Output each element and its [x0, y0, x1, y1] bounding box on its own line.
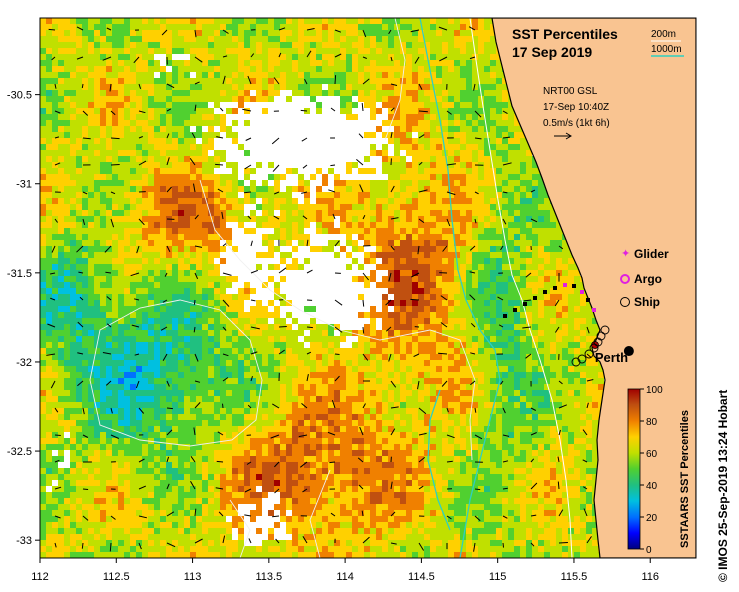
- scale-arrowhead-icon: [565, 132, 572, 140]
- obs-legend: ✦ Glider Argo Ship: [620, 247, 669, 309]
- x-tick-label: 114.5: [408, 571, 435, 583]
- x-tick-label: 116: [641, 571, 659, 583]
- colorbar-tick-label: 20: [646, 513, 658, 524]
- map-date: 17 Sep 2019: [512, 44, 592, 60]
- ship-track: [571, 325, 610, 367]
- credit-label: © IMOS 25-Sep-2019 13:24 Hobart: [716, 390, 730, 582]
- bathymetry-1000m: [419, 18, 501, 558]
- contour-200m-label: 200m: [651, 29, 676, 40]
- plot-area: [40, 18, 696, 558]
- x-tick-label: 113.5: [255, 571, 282, 583]
- current-source: NRT00 GSL: [543, 86, 598, 97]
- perth-marker: [623, 346, 634, 357]
- ship-circle-icon: [620, 297, 630, 307]
- y-tick-label: -30.5: [7, 90, 32, 102]
- current-scale: 0.5m/s (1kt 6h): [543, 118, 610, 129]
- plot-frame: [39, 17, 697, 559]
- colorbar-tick-label: 40: [646, 481, 658, 492]
- y-axis: -30.5 -31 -31.5 -32 -32.5 -33: [7, 90, 40, 547]
- y-tick-label: -32.5: [7, 446, 32, 458]
- bathymetry-deep: [89, 18, 476, 558]
- argo-legend-label: Argo: [634, 272, 662, 286]
- y-tick-label: -32: [16, 357, 32, 369]
- contour-1000m-label: 1000m: [651, 44, 682, 55]
- sst-field: [40, 18, 610, 558]
- x-axis: 112 112.5 113 113.5 114 114.5 115 115.5 116: [31, 558, 659, 583]
- x-tick-label: 115.5: [561, 571, 588, 583]
- map-title: SST Percentiles: [512, 26, 618, 42]
- y-tick-label: -33: [16, 535, 32, 547]
- argo-circle-icon: [620, 274, 630, 284]
- colorbar-tick-label: 60: [646, 449, 658, 460]
- ship-legend-label: Ship: [634, 295, 660, 309]
- glider-legend-label: Glider: [634, 247, 669, 261]
- y-tick-label: -31.5: [7, 268, 32, 280]
- colorbar-tick-label: 100: [646, 385, 663, 396]
- x-tick-label: 112.5: [103, 571, 130, 583]
- colorbar-title: SSTAARS SST Percentiles: [679, 410, 691, 548]
- x-tick-label: 113: [184, 571, 202, 583]
- bathymetry-200m: [469, 18, 573, 558]
- colorbar-ramp: [627, 388, 641, 550]
- glider-star-icon: ✦: [621, 248, 630, 260]
- colorbar: 0 20 40 60 80 100 SSTAARS SST Percentiles: [627, 385, 691, 556]
- colorbar-tick-label: 0: [646, 545, 652, 556]
- colorbar-tick-label: 80: [646, 417, 658, 428]
- current-vectors: [46, 26, 594, 552]
- x-tick-label: 112: [31, 571, 49, 583]
- x-tick-label: 114: [336, 571, 354, 583]
- y-tick-label: -31: [16, 179, 32, 191]
- current-time: 17-Sep 10:40Z: [543, 102, 609, 113]
- x-tick-label: 115: [489, 571, 507, 583]
- perth-label: Perth: [595, 350, 628, 365]
- colorbar-ticks: 0 20 40 60 80 100: [640, 385, 663, 556]
